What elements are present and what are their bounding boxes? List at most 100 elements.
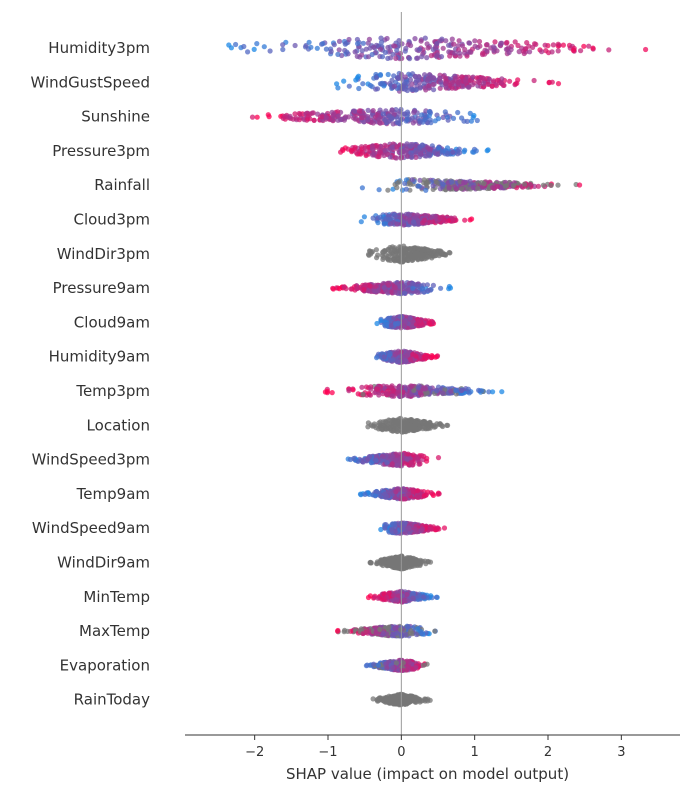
data-point: [392, 284, 398, 290]
data-point: [498, 80, 504, 86]
data-point: [450, 79, 456, 85]
data-point: [522, 181, 528, 187]
data-point: [329, 390, 335, 396]
swarm-mintemp: [365, 588, 440, 605]
data-point: [491, 78, 497, 84]
data-point: [399, 41, 405, 47]
data-point: [434, 53, 440, 59]
data-point: [381, 248, 388, 254]
data-point: [351, 456, 357, 462]
data-point: [402, 319, 408, 325]
data-point: [362, 491, 368, 497]
data-point: [306, 39, 312, 45]
data-point: [430, 183, 436, 189]
data-point: [355, 41, 361, 47]
data-point: [425, 120, 431, 126]
data-point: [324, 388, 330, 394]
data-point: [335, 85, 341, 91]
data-point: [503, 40, 509, 46]
data-point: [443, 75, 449, 81]
data-point: [417, 177, 423, 183]
data-point: [499, 389, 505, 395]
data-point: [555, 182, 561, 188]
data-point: [308, 44, 314, 50]
data-point: [425, 145, 431, 151]
data-point: [419, 558, 426, 564]
data-point: [485, 81, 491, 87]
data-point: [443, 252, 449, 258]
data-point: [353, 150, 359, 156]
data-point: [452, 75, 458, 81]
data-point: [343, 40, 349, 46]
data-point: [412, 36, 418, 42]
data-point: [361, 214, 367, 220]
data-point: [345, 628, 351, 635]
data-point: [265, 112, 271, 118]
data-point: [419, 112, 425, 118]
data-point: [365, 594, 372, 601]
data-point: [409, 86, 415, 93]
data-point: [385, 187, 391, 193]
data-point: [404, 87, 410, 94]
data-point: [412, 526, 418, 532]
data-point: [397, 116, 404, 122]
data-point: [416, 426, 422, 432]
data-point: [354, 36, 360, 43]
data-point: [434, 180, 440, 186]
data-point: [390, 51, 396, 57]
data-point: [542, 42, 548, 48]
data-point: [292, 42, 298, 49]
data-point: [384, 391, 390, 397]
data-point: [424, 254, 430, 260]
data-point: [374, 86, 381, 92]
data-point: [412, 245, 418, 251]
data-point: [426, 112, 432, 118]
data-point: [410, 219, 417, 225]
data-point: [414, 420, 420, 426]
data-point: [389, 528, 395, 535]
data-point: [421, 177, 427, 183]
data-point: [381, 354, 387, 360]
data-point: [354, 53, 360, 60]
data-point: [507, 78, 513, 84]
swarm-winddir9am: [367, 553, 434, 572]
data-point: [418, 630, 424, 637]
data-point: [472, 43, 478, 49]
data-point: [550, 42, 557, 48]
data-point: [477, 43, 483, 49]
data-point: [473, 148, 479, 154]
data-point: [383, 522, 389, 528]
data-point: [432, 628, 438, 634]
data-point: [450, 149, 456, 155]
data-point: [555, 81, 562, 87]
data-point: [402, 290, 408, 296]
data-point: [378, 143, 384, 149]
data-point: [423, 386, 429, 392]
data-point: [410, 120, 416, 126]
data-point: [391, 43, 397, 49]
data-point: [368, 560, 374, 566]
data-point: [323, 114, 329, 121]
swarm-winddir3pm: [365, 243, 453, 265]
data-point: [423, 246, 429, 252]
data-point: [365, 117, 371, 123]
data-point: [484, 42, 490, 48]
data-point: [436, 491, 442, 497]
data-point: [437, 38, 443, 44]
data-point: [411, 489, 417, 495]
data-point: [354, 75, 361, 81]
data-point: [577, 182, 583, 188]
data-point: [386, 624, 392, 630]
data-point: [393, 55, 399, 62]
data-point: [435, 151, 441, 157]
data-point: [470, 74, 476, 80]
data-point: [535, 183, 542, 189]
data-point: [421, 420, 427, 426]
data-point: [397, 358, 403, 365]
data-point: [373, 458, 379, 464]
data-point: [404, 109, 411, 115]
data-point: [314, 45, 320, 51]
data-point: [435, 455, 442, 461]
data-point: [494, 48, 500, 54]
data-point: [419, 453, 425, 459]
